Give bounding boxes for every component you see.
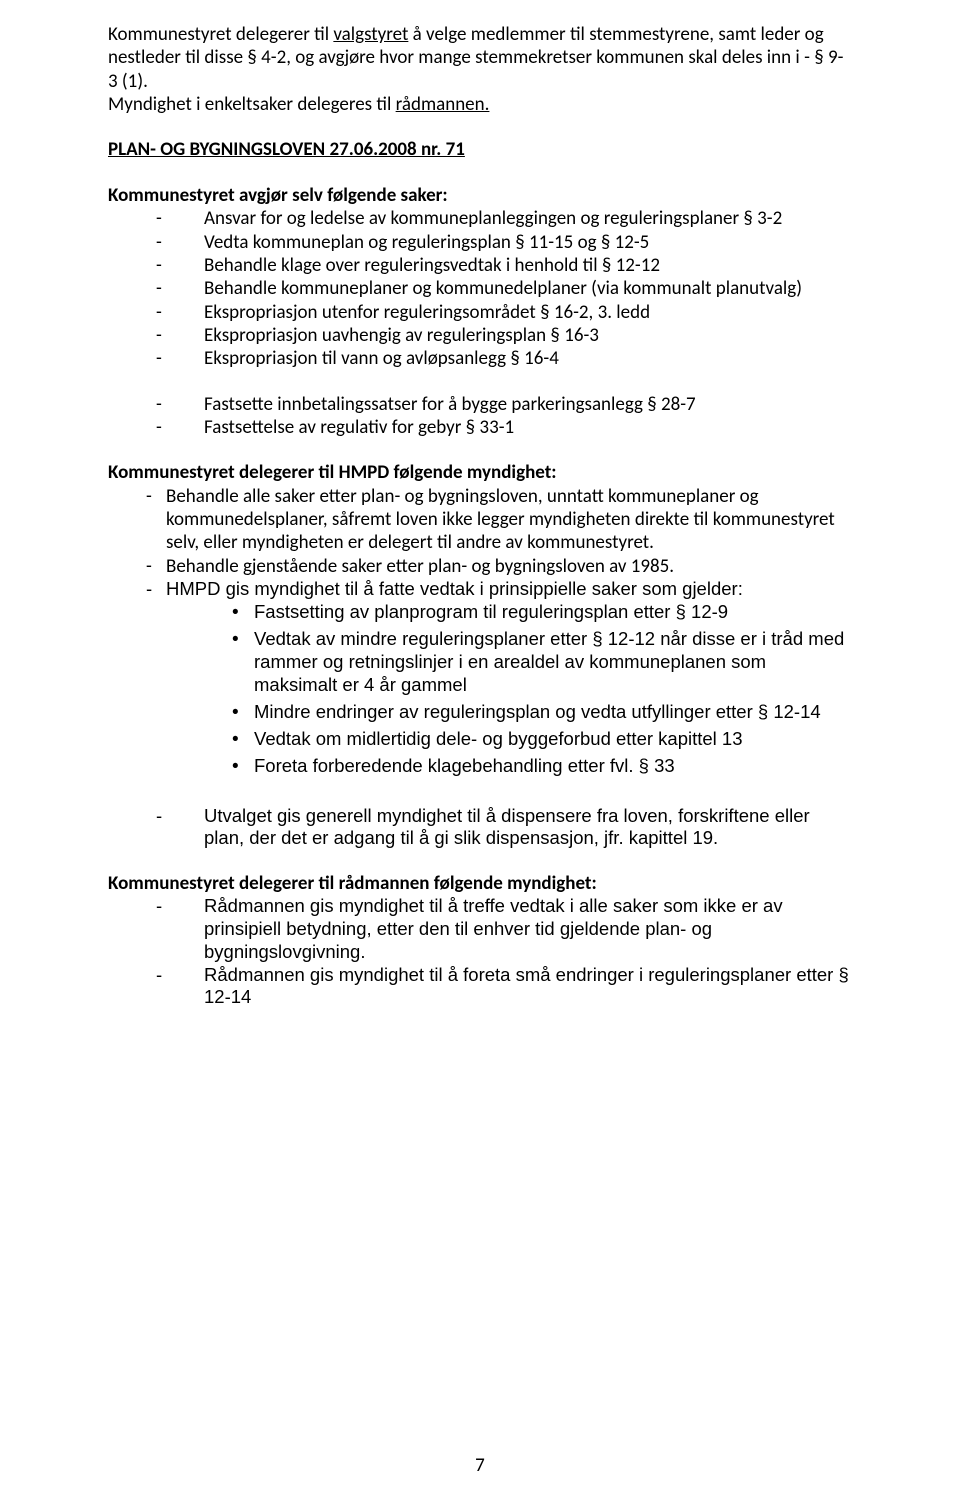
intro-underline-2: rådmannen. <box>396 93 490 116</box>
list-item-text: Rådmannen gis myndighet til å treffe ved… <box>204 895 852 963</box>
list-item: -Behandle klage over reguleringsvedtak i… <box>108 254 852 277</box>
block2-bullets: •Fastsetting av planprogram til reguleri… <box>108 601 852 779</box>
block1-list: -Ansvar for og ledelse av kommuneplanleg… <box>108 207 852 371</box>
block1-title: Kommunestyret avgjør selv følgende saker… <box>108 184 852 207</box>
block-2: Kommunestyret delegerer til HMPD følgend… <box>108 461 852 850</box>
dash-marker: - <box>146 578 166 601</box>
list-item-text: Ansvar for og ledelse av kommuneplanlegg… <box>204 207 852 230</box>
list-item: -Ansvar for og ledelse av kommuneplanleg… <box>108 207 852 230</box>
list-item-text: Vedta kommuneplan og reguleringsplan § 1… <box>204 231 852 254</box>
dash-marker: - <box>156 324 204 347</box>
dash-marker: - <box>156 301 204 324</box>
bullet-marker: • <box>232 728 254 751</box>
block2-list: -Behandle alle saker etter plan- og bygn… <box>108 485 852 601</box>
block3-list: -Rådmannen gis myndighet til å treffe ve… <box>108 895 852 1009</box>
document-page: Kommunestyret delegerer til valgstyret å… <box>0 0 960 1495</box>
intro-paragraph: Kommunestyret delegerer til valgstyret å… <box>108 23 852 116</box>
bullet-text: Vedtak av mindre reguleringsplaner etter… <box>254 628 852 696</box>
list-item-text: Behandle gjenstående saker etter plan- o… <box>166 555 852 578</box>
dash-marker: - <box>156 277 204 300</box>
intro-underline-1: valgstyret <box>333 23 408 46</box>
bullet-item: •Vedtak om midlertidig dele- og byggefor… <box>232 728 852 751</box>
list-item: -Ekspropriasjon utenfor reguleringsområd… <box>108 301 852 324</box>
bullet-marker: • <box>232 755 254 778</box>
bullet-marker: • <box>232 601 254 624</box>
dash-marker: - <box>156 347 204 370</box>
dash-marker: - <box>156 895 204 918</box>
list-item-text: Ekspropriasjon uavhengig av reguleringsp… <box>204 324 852 347</box>
dash-marker: - <box>156 254 204 277</box>
bullet-item: •Foreta forberedende klagebehandling ett… <box>232 755 852 778</box>
block1-list-b: -Fastsette innbetalingssatser for å bygg… <box>108 393 852 440</box>
bullet-marker: • <box>232 628 254 651</box>
list-item-text: Behandle kommuneplaner og kommunedelplan… <box>204 277 852 300</box>
list-item: -Ekspropriasjon uavhengig av regulerings… <box>108 324 852 347</box>
intro-s2-pre: Myndighet i enkeltsaker delegeres til <box>108 93 396 116</box>
list-item-text: Behandle alle saker etter plan- og bygni… <box>166 485 852 555</box>
list-item: -Behandle alle saker etter plan- og bygn… <box>108 485 852 555</box>
page-number: 7 <box>0 1454 960 1477</box>
dash-marker: - <box>156 207 204 230</box>
list-item: -Rådmannen gis myndighet til å foreta sm… <box>108 964 852 1010</box>
bullet-marker: • <box>232 701 254 724</box>
list-item-text: HMPD gis myndighet til å fatte vedtak i … <box>166 578 852 601</box>
list-item: -Ekspropriasjon til vann og avløpsanlegg… <box>108 347 852 370</box>
intro-text: Kommunestyret delegerer til valgstyret å… <box>108 23 843 93</box>
list-item: -Fastsettelse av regulativ for gebyr § 3… <box>108 416 852 439</box>
block3-title: Kommunestyret delegerer til rådmannen fø… <box>108 872 852 895</box>
bullet-text: Fastsetting av planprogram til regulerin… <box>254 601 852 624</box>
dash-marker: - <box>146 485 166 508</box>
block-1: Kommunestyret avgjør selv følgende saker… <box>108 184 852 440</box>
list-item: -Utvalget gis generell myndighet til å d… <box>108 805 852 851</box>
bullet-item: •Vedtak av mindre reguleringsplaner ette… <box>232 628 852 696</box>
bullet-item: •Mindre endringer av reguleringsplan og … <box>232 701 852 724</box>
block2-title: Kommunestyret delegerer til HMPD følgend… <box>108 461 852 484</box>
list-item: -HMPD gis myndighet til å fatte vedtak i… <box>108 578 852 601</box>
list-item: -Vedta kommuneplan og reguleringsplan § … <box>108 231 852 254</box>
list-item: -Fastsette innbetalingssatser for å bygg… <box>108 393 852 416</box>
section-heading: PLAN- OG BYGNINGSLOVEN 27.06.2008 nr. 71 <box>108 138 852 161</box>
block2-trailing: -Utvalget gis generell myndighet til å d… <box>108 805 852 851</box>
dash-marker: - <box>156 416 204 439</box>
bullet-text: Mindre endringer av reguleringsplan og v… <box>254 701 852 724</box>
list-item: -Behandle kommuneplaner og kommunedelpla… <box>108 277 852 300</box>
dash-marker: - <box>146 555 166 578</box>
list-item-text: Behandle klage over reguleringsvedtak i … <box>204 254 852 277</box>
dash-marker: - <box>156 231 204 254</box>
list-item-text: Utvalget gis generell myndighet til å di… <box>204 805 852 851</box>
list-item-text: Ekspropriasjon utenfor reguleringsområde… <box>204 301 852 324</box>
list-item-text: Rådmannen gis myndighet til å foreta små… <box>204 964 852 1010</box>
bullet-text: Vedtak om midlertidig dele- og byggeforb… <box>254 728 852 751</box>
list-item: -Rådmannen gis myndighet til å treffe ve… <box>108 895 852 963</box>
bullet-text: Foreta forberedende klagebehandling ette… <box>254 755 852 778</box>
block-3: Kommunestyret delegerer til rådmannen fø… <box>108 872 852 1009</box>
list-item: -Behandle gjenstående saker etter plan- … <box>108 555 852 578</box>
dash-marker: - <box>156 393 204 416</box>
bullet-item: •Fastsetting av planprogram til reguleri… <box>232 601 852 624</box>
list-item-text: Fastsette innbetalingssatser for å bygge… <box>204 393 852 416</box>
dash-marker: - <box>156 964 204 987</box>
dash-marker: - <box>156 805 204 828</box>
intro-sentence-2: Myndighet i enkeltsaker delegeres til rå… <box>108 93 489 116</box>
list-item-text: Fastsettelse av regulativ for gebyr § 33… <box>204 416 852 439</box>
list-item-text: Ekspropriasjon til vann og avløpsanlegg … <box>204 347 852 370</box>
